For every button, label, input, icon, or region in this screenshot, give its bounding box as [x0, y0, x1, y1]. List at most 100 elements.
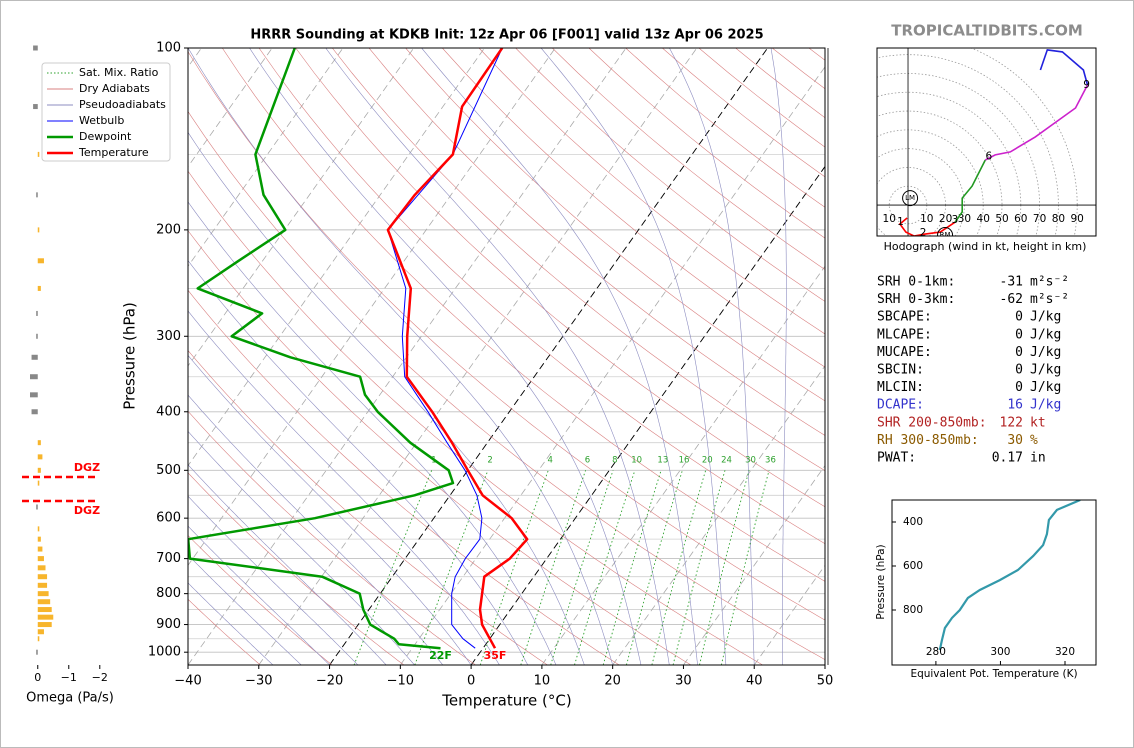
- omega-bar: [37, 440, 41, 446]
- index-unit: J/kg: [1030, 327, 1061, 342]
- omega-bar: [36, 192, 38, 198]
- dry-adiabat: [332, 48, 825, 472]
- storm-motion-label: LM: [905, 194, 915, 202]
- mixing-ratio-label: 2: [487, 456, 492, 466]
- dry-adiabat: [188, 410, 476, 665]
- index-value: 0: [1015, 345, 1023, 360]
- omega-bar: [37, 227, 40, 233]
- mixing-ratio-line: [672, 470, 726, 665]
- omega-bar: [37, 151, 40, 157]
- dry-adiabat: [222, 48, 825, 582]
- hodograph-tick-label: 80: [1052, 213, 1065, 225]
- hodograph-tick-label: 60: [1014, 213, 1027, 225]
- dry-adiabat: [188, 598, 261, 665]
- mixing-ratio-line: [699, 470, 750, 665]
- omega-bar: [37, 636, 40, 642]
- index-unit: J/kg: [1030, 380, 1061, 395]
- omega-bar: [37, 258, 44, 264]
- pseudoadiabat: [421, 48, 698, 665]
- hodograph-tick-label: 10: [920, 213, 933, 225]
- y-tick-label: 700: [156, 551, 181, 566]
- height-mark: 6: [986, 150, 993, 162]
- pseudoadiabat: [188, 464, 387, 665]
- theta-y-label: Pressure (hPa): [875, 544, 887, 619]
- isotherm: [683, 464, 825, 665]
- dry-adiabat: [478, 48, 825, 335]
- hodograph-plot: 10 10 20 30 40 50 60 70 80 90 1 2 3 6 9 LM RM: [877, 48, 1096, 239]
- y-tick-label: 1000: [148, 645, 181, 660]
- theta-plot: [938, 500, 1081, 651]
- x-tick-label: −30: [245, 674, 272, 689]
- pseudoadiabat: [540, 48, 727, 665]
- omega-bar: [37, 565, 46, 571]
- dry-adiabat: [188, 110, 825, 661]
- index-value: -31: [1000, 275, 1023, 290]
- mixing-ratio-label: 30: [745, 456, 756, 466]
- index-unit: J/kg: [1030, 345, 1061, 360]
- omega-bar: [30, 392, 38, 398]
- profile-line: [386, 48, 529, 649]
- mixing-ratio-label: 16: [679, 456, 690, 466]
- omega-bar: [37, 454, 43, 460]
- omega-bar: [36, 310, 38, 316]
- x-tick-label: 30: [675, 674, 692, 689]
- omega-x-tick-label: 0: [34, 671, 41, 684]
- y-axis-label: Pressure (hPa): [121, 302, 139, 410]
- mixing-ratio-label: 10: [631, 456, 642, 466]
- pseudoadiabat: [770, 48, 787, 665]
- storm-motion-label: RM: [940, 231, 951, 239]
- omega-bar: [37, 480, 40, 486]
- pseudoadiabat: [188, 48, 613, 665]
- omega-bar: [33, 104, 38, 110]
- dry-adiabat: [188, 350, 548, 665]
- dgz-label: DGZ: [74, 504, 100, 517]
- pseudoadiabat: [325, 48, 670, 665]
- mixing-ratio-line: [574, 470, 636, 665]
- hodograph-tick-label: 10: [883, 213, 896, 225]
- x-tick-label: −20: [316, 674, 343, 689]
- index-label: PWAT:: [877, 451, 916, 466]
- isotherm: [258, 48, 698, 665]
- omega-bar: [37, 629, 44, 635]
- hodograph-tick-label: 30: [958, 213, 971, 225]
- theta-y-tick-label: 800: [903, 604, 923, 616]
- x-tick-label: −40: [174, 674, 201, 689]
- legend-box: [41, 62, 171, 162]
- pseudoadiabat: [188, 394, 444, 665]
- omega-bar: [31, 354, 38, 360]
- index-label: DCAPE:: [877, 398, 924, 413]
- hodograph-trace: [984, 84, 1089, 161]
- dry-adiabat: [368, 48, 825, 436]
- omega-bar: [37, 556, 44, 562]
- profile-line: [188, 48, 455, 650]
- hodograph-tick-label: 40: [977, 213, 990, 225]
- isotherm: [400, 66, 825, 665]
- theta-y-tick-label: 600: [903, 560, 923, 572]
- legend-label: Dewpoint: [79, 130, 132, 143]
- theta-x-label: Equivalent Pot. Temperature (K): [910, 668, 1077, 680]
- dry-adiabat: [258, 48, 825, 545]
- theta-x-tick-label: 300: [990, 646, 1010, 658]
- mixing-ratio-label: 13: [657, 456, 668, 466]
- x-tick-label: 20: [604, 674, 621, 689]
- dry-adiabat: [188, 51, 825, 621]
- omega-bar: [37, 599, 51, 605]
- hodograph-trace: [954, 159, 987, 223]
- skewt-plot: 1 2 4 6 8 10 13 16 20 24 30 36: [188, 48, 825, 665]
- index-unit: m²s⁻²: [1030, 292, 1069, 307]
- highlight-isotherm: [470, 165, 825, 665]
- mixing-ratio-line: [720, 470, 770, 665]
- index-value: 16: [1007, 398, 1023, 413]
- omega-bar: [30, 374, 38, 380]
- mixing-ratio-line: [520, 470, 587, 665]
- pseudoadiabat: [188, 430, 415, 665]
- highlight-isotherm: [329, 48, 768, 665]
- y-tick-label: 800: [156, 586, 181, 601]
- index-label: MLCIN:: [877, 380, 924, 395]
- index-label: SRH 0-1km:: [877, 275, 955, 290]
- index-unit: J/kg: [1030, 398, 1061, 413]
- legend-label: Wetbulb: [79, 114, 124, 127]
- x-tick-label: −10: [387, 674, 414, 689]
- pseudoadiabat: [188, 201, 557, 665]
